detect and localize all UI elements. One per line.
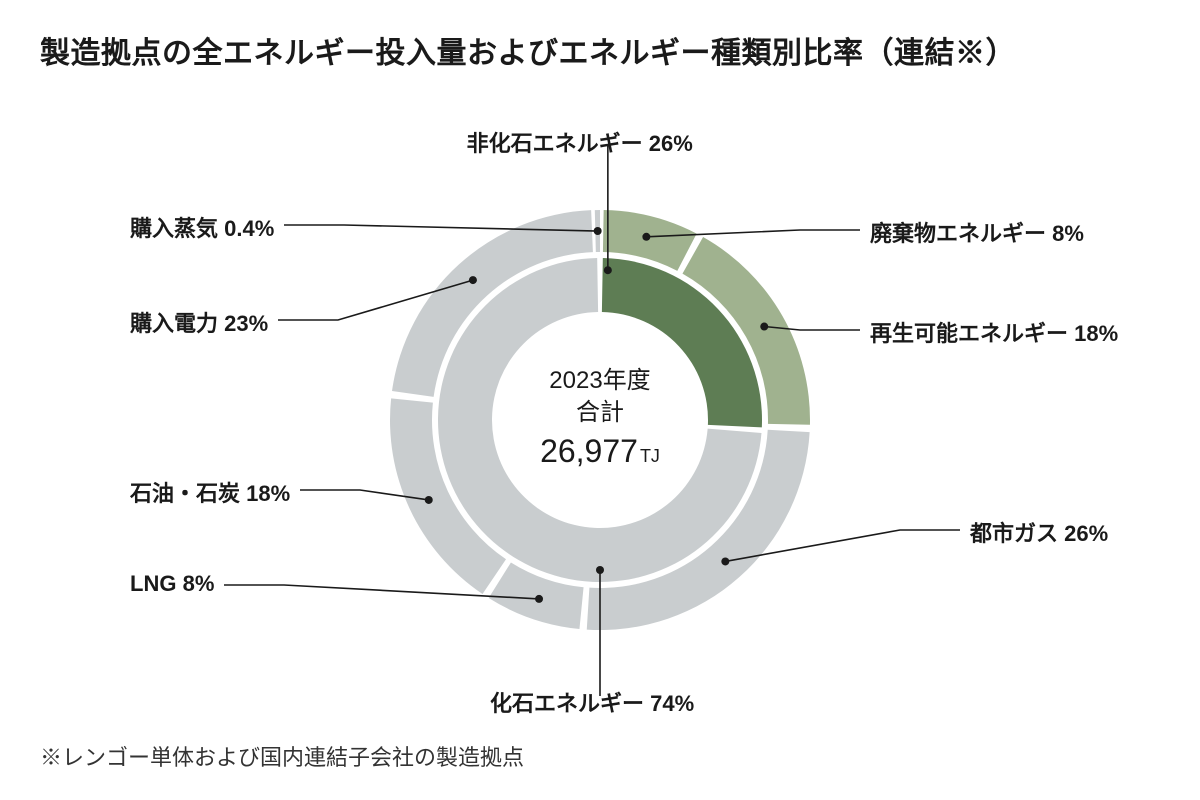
chart-area: 2023年度 合計 26,977TJ 非化石エネルギー 26% 化石エネルギー … xyxy=(0,0,1200,800)
label-purchased-steam: 購入蒸気 0.4% xyxy=(130,211,274,243)
center-unit: TJ xyxy=(640,446,660,466)
center-year: 2023年度 xyxy=(510,365,690,397)
label-non-fossil-text: 非化石エネルギー xyxy=(467,131,643,156)
label-oil-coal: 石油・石炭 18% xyxy=(130,476,290,508)
label-purchased-elec: 購入電力 23% xyxy=(130,306,268,338)
footnote: ※レンゴー単体および国内連結子会社の製造拠点 xyxy=(40,740,524,772)
label-fossil: 化石エネルギー 74% xyxy=(490,686,694,718)
label-non-fossil: 非化石エネルギー 26% xyxy=(467,126,693,158)
label-city-gas: 都市ガス 26% xyxy=(970,516,1108,548)
energy-donut-chart: { "title": "製造拠点の全エネルギー投入量およびエネルギー種類別比率（… xyxy=(0,0,1200,800)
label-fossil-pct: 74% xyxy=(650,691,694,716)
label-waste-energy: 廃棄物エネルギー 8% xyxy=(870,216,1084,248)
label-non-fossil-pct: 26% xyxy=(649,131,693,156)
label-fossil-text: 化石エネルギー xyxy=(490,691,644,716)
center-total-label: 合計 xyxy=(510,397,690,429)
center-summary: 2023年度 合計 26,977TJ xyxy=(510,365,690,473)
center-value: 26,977 xyxy=(540,433,638,469)
label-renewable: 再生可能エネルギー 18% xyxy=(870,316,1118,348)
label-lng: LNG 8% xyxy=(130,571,214,597)
